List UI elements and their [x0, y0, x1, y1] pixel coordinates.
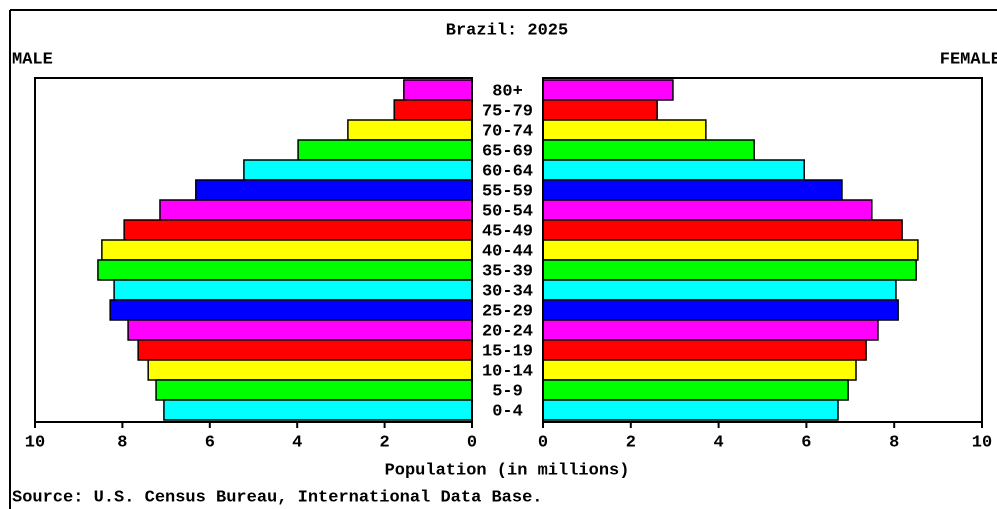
x-tick-label: 2	[379, 433, 389, 452]
age-label: 10-14	[482, 362, 533, 381]
age-label: 15-19	[482, 342, 533, 361]
bar-female	[542, 79, 674, 101]
source: Source: U.S. Census Bureau, Internationa…	[12, 488, 543, 507]
x-tick-label: 0	[467, 433, 477, 452]
bar-female	[542, 119, 707, 141]
age-label: 80+	[492, 82, 523, 101]
x-tick-label: 2	[626, 433, 636, 452]
bar-male	[163, 399, 473, 421]
x-tick-label: 0	[538, 433, 548, 452]
age-label: 75-79	[482, 102, 533, 121]
bar-male	[347, 119, 473, 141]
right-label: FEMALE	[940, 50, 997, 69]
x-tick-label: 10	[25, 433, 45, 452]
bar-male	[155, 379, 473, 401]
bar-female	[542, 99, 658, 121]
bar-female	[542, 379, 849, 401]
bar-male	[195, 179, 473, 201]
bar-male	[101, 239, 473, 261]
age-label: 20-24	[482, 322, 533, 341]
age-label: 45-49	[482, 222, 533, 241]
age-label: 70-74	[482, 122, 533, 141]
x-tick-label: 6	[801, 433, 811, 452]
bar-male	[159, 199, 473, 221]
bar-male	[113, 279, 473, 301]
bar-female	[542, 219, 903, 241]
bar-male	[297, 139, 473, 161]
plot-frame	[542, 77, 983, 423]
age-label: 60-64	[482, 162, 533, 181]
bar-female	[542, 319, 879, 341]
age-label: 55-59	[482, 182, 533, 201]
age-label: 30-34	[482, 282, 533, 301]
bar-female	[542, 279, 897, 301]
x-tick-label: 8	[117, 433, 127, 452]
bar-male	[243, 159, 473, 181]
age-label: 50-54	[482, 202, 533, 221]
x-axis-label: Population (in millions)	[385, 461, 630, 480]
bar-female	[542, 259, 917, 281]
bar-male	[147, 359, 473, 381]
x-tick-label: 4	[713, 433, 723, 452]
x-tick-label: 8	[889, 433, 899, 452]
age-label: 5-9	[492, 382, 523, 401]
age-label: 35-39	[482, 262, 533, 281]
bar-male	[393, 99, 473, 121]
bar-male	[109, 299, 473, 321]
bar-female	[542, 179, 843, 201]
x-tick-label: 10	[972, 433, 992, 452]
bar-female	[542, 139, 755, 161]
age-label: 25-29	[482, 302, 533, 321]
bar-female	[542, 239, 919, 261]
plot-frame	[34, 77, 473, 423]
age-label: 40-44	[482, 242, 533, 261]
age-label: 65-69	[482, 142, 533, 161]
bar-female	[542, 359, 857, 381]
x-tick-label: 6	[205, 433, 215, 452]
age-label: 0-4	[492, 402, 523, 421]
bar-female	[542, 339, 867, 361]
bar-male	[403, 79, 473, 101]
bar-female	[542, 299, 899, 321]
bar-male	[97, 259, 473, 281]
chart-title: Brazil: 2025	[446, 21, 568, 40]
bar-male	[137, 339, 473, 361]
bar-female	[542, 399, 839, 421]
bar-male	[123, 219, 473, 241]
x-tick-label: 4	[292, 433, 302, 452]
bar-female	[542, 159, 805, 181]
left-label: MALE	[12, 50, 53, 69]
bar-male	[127, 319, 473, 341]
bar-female	[542, 199, 873, 221]
